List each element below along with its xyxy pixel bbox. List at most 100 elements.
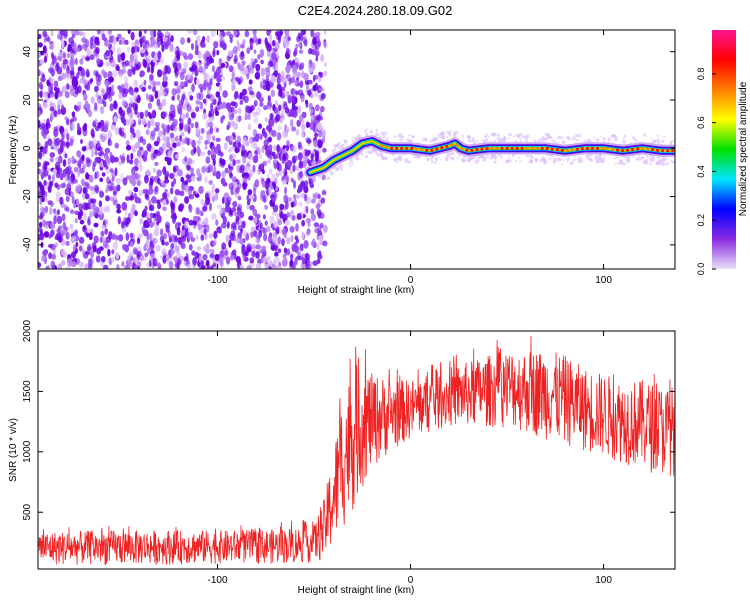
- noise-speckle: [109, 140, 113, 147]
- noise-speckle: [182, 104, 187, 111]
- noise-speckle: [111, 249, 115, 255]
- noise-speckle: [94, 156, 100, 163]
- noise-speckle: [161, 135, 167, 141]
- halo-speckle: [343, 139, 347, 143]
- noise-speckle: [232, 109, 238, 115]
- noise-speckle: [198, 50, 202, 59]
- noise-speckle: [181, 137, 185, 146]
- halo-speckle: [593, 136, 595, 139]
- noise-speckle: [90, 78, 93, 83]
- noise-speckle: [312, 193, 318, 200]
- noise-speckle: [305, 263, 311, 269]
- noise-speckle: [195, 207, 201, 215]
- noise-speckle: [94, 118, 98, 124]
- noise-speckle: [154, 121, 161, 127]
- noise-speckle: [195, 106, 200, 112]
- noise-speckle: [209, 253, 215, 259]
- halo-speckle: [562, 159, 565, 162]
- halo-speckle: [478, 156, 481, 159]
- noise-speckle: [54, 91, 59, 100]
- noise-speckle: [234, 211, 238, 217]
- noise-speckle: [99, 150, 104, 156]
- noise-speckle: [311, 198, 316, 204]
- noise-speckle: [112, 199, 118, 206]
- noise-speckle: [77, 185, 81, 193]
- noise-speckle: [245, 246, 250, 254]
- noise-speckle: [194, 121, 199, 128]
- noise-speckle: [238, 115, 242, 122]
- noise-speckle: [95, 53, 99, 59]
- noise-speckle: [134, 141, 141, 149]
- noise-speckle: [253, 117, 259, 124]
- noise-speckle: [209, 202, 212, 212]
- halo-speckle: [546, 136, 550, 139]
- noise-speckle: [151, 196, 157, 204]
- noise-speckle: [80, 155, 85, 165]
- signal-peak: [435, 147, 439, 151]
- noise-speckle: [91, 149, 95, 158]
- noise-speckle: [154, 212, 158, 222]
- noise-speckle: [272, 197, 276, 203]
- noise-speckle: [322, 136, 326, 144]
- halo-speckle: [422, 137, 427, 142]
- noise-speckle: [148, 103, 152, 111]
- halo-speckle: [482, 158, 487, 162]
- noise-speckle: [100, 230, 105, 237]
- noise-speckle: [312, 84, 317, 92]
- noise-speckle: [109, 151, 113, 158]
- noise-speckle: [226, 221, 230, 229]
- halo-speckle: [626, 157, 631, 162]
- signal-peak: [450, 143, 454, 147]
- noise-speckle: [239, 99, 244, 105]
- noise-speckle: [71, 261, 77, 268]
- noise-speckle: [166, 253, 170, 262]
- noise-speckle: [317, 40, 322, 48]
- noise-speckle: [297, 256, 303, 261]
- halo-speckle: [517, 134, 521, 138]
- halo-speckle: [335, 167, 339, 172]
- noise-speckle: [125, 232, 130, 242]
- noise-speckle: [85, 68, 90, 78]
- noise-speckle: [66, 133, 70, 141]
- signal-peak: [440, 146, 444, 150]
- noise-speckle: [59, 30, 65, 36]
- noise-speckle: [275, 159, 279, 169]
- noise-speckle: [62, 140, 66, 148]
- noise-speckle: [263, 139, 269, 147]
- noise-speckle: [275, 42, 280, 51]
- halo-speckle: [515, 159, 518, 162]
- noise-speckle: [92, 205, 98, 214]
- noise-speckle: [120, 114, 125, 122]
- noise-speckle: [109, 103, 114, 112]
- noise-speckle: [49, 83, 54, 92]
- noise-speckle: [187, 157, 193, 165]
- noise-speckle: [112, 69, 118, 78]
- noise-speckle: [99, 190, 103, 198]
- noise-speckle: [200, 86, 203, 94]
- noise-speckle: [284, 219, 290, 226]
- noise-speckle: [265, 75, 269, 82]
- noise-speckle: [286, 197, 293, 202]
- noise-speckle: [321, 190, 327, 196]
- x-tick-label: 0: [408, 275, 414, 286]
- noise-speckle: [78, 69, 82, 77]
- noise-speckle: [190, 237, 196, 242]
- noise-speckle: [257, 168, 261, 175]
- noise-speckle: [205, 259, 210, 267]
- noise-speckle: [56, 66, 63, 75]
- noise-speckle: [194, 193, 200, 198]
- snr-line: [38, 335, 675, 566]
- noise-speckle: [238, 257, 242, 265]
- halo-speckle: [543, 138, 547, 142]
- noise-speckle: [180, 230, 186, 236]
- noise-speckle: [65, 240, 70, 246]
- halo-speckle: [663, 135, 665, 138]
- noise-speckle: [204, 62, 209, 70]
- noise-speckle: [273, 182, 277, 190]
- noise-speckle: [79, 219, 85, 225]
- noise-speckle: [87, 109, 93, 118]
- noise-speckle: [305, 218, 312, 223]
- noise-speckle: [237, 62, 241, 67]
- noise-speckle: [50, 30, 54, 37]
- noise-speckle: [174, 245, 180, 253]
